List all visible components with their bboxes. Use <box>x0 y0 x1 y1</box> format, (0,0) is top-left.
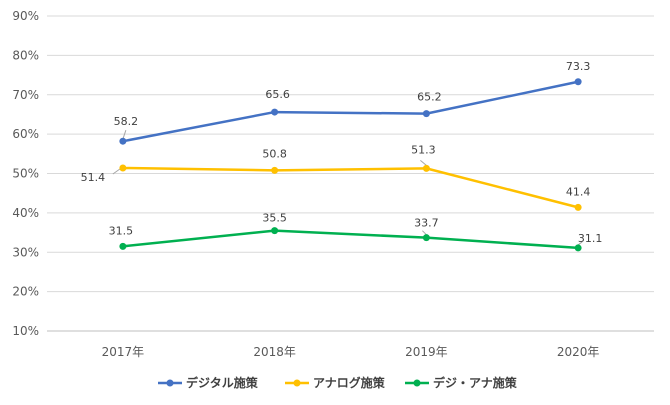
legend-label: アナログ施策 <box>313 375 386 390</box>
data-label: 65.6 <box>265 88 290 101</box>
legend-label: デジタル施策 <box>186 375 259 390</box>
legend-item: デジタル施策 <box>158 375 259 390</box>
label-leader-line <box>420 159 427 166</box>
label-leader-line <box>422 230 427 236</box>
legend-marker <box>293 379 301 387</box>
y-tick-label: 40% <box>12 206 39 220</box>
data-label: 73.3 <box>566 60 591 73</box>
data-point <box>422 164 430 172</box>
data-label: 51.4 <box>81 171 106 184</box>
legend-item: デジ・アナ施策 <box>405 375 518 390</box>
x-tick-label: 2017年 <box>102 345 145 359</box>
x-axis-ticks: 2017年 2018年 2019年 2020年 <box>102 345 600 359</box>
data-point <box>422 110 430 118</box>
data-point <box>271 227 279 235</box>
data-point <box>119 242 127 250</box>
y-tick-label: 70% <box>12 88 39 102</box>
y-tick-label: 60% <box>12 127 39 141</box>
data-label: 50.8 <box>262 147 287 160</box>
data-label: 41.4 <box>566 185 591 198</box>
y-tick-label: 10% <box>12 324 39 338</box>
legend-label: デジ・アナ施策 <box>433 375 518 390</box>
legend-marker <box>413 379 421 387</box>
y-tick-label: 80% <box>12 48 39 62</box>
series-1: 58.2 65.6 65.2 73.3 <box>114 60 591 145</box>
data-label: 51.3 <box>411 143 436 156</box>
data-point <box>271 166 279 174</box>
data-label: 33.7 <box>414 217 439 230</box>
data-label: 35.5 <box>262 212 287 225</box>
data-point <box>119 164 127 172</box>
label-leader-line <box>577 241 583 246</box>
y-tick-label: 20% <box>12 285 39 299</box>
data-point <box>422 234 430 242</box>
y-tick-label: 90% <box>12 9 39 23</box>
series-2: 51.4 50.8 51.3 41.4 <box>81 143 591 211</box>
data-point <box>119 137 127 145</box>
x-tick-label: 2018年 <box>253 345 296 359</box>
y-axis-ticks: 10% 20% 30% 40% 50% 60% 70% 80% 90% <box>12 9 39 338</box>
data-point <box>574 78 582 86</box>
data-label: 58.2 <box>114 115 139 128</box>
data-label: 31.1 <box>578 232 603 245</box>
label-leader-line <box>122 130 127 140</box>
legend: デジタル施策 アナログ施策 デジ・アナ施策 <box>158 375 518 390</box>
series-line <box>122 229 579 250</box>
series-3: 31.5 35.5 33.7 31.1 <box>109 212 603 252</box>
data-point <box>574 244 582 252</box>
data-point <box>574 203 582 211</box>
data-point <box>271 108 279 116</box>
data-label: 31.5 <box>109 224 134 237</box>
y-tick-label: 30% <box>12 245 39 259</box>
series-group: 58.2 65.6 65.2 73.3 51.4 50.8 51.3 41.4 31.5 35.5… <box>81 60 603 252</box>
series-line <box>122 166 579 209</box>
y-tick-label: 50% <box>12 167 39 181</box>
gridlines <box>47 15 654 332</box>
series-line <box>122 80 579 143</box>
legend-item: アナログ施策 <box>285 375 386 390</box>
label-leader-line <box>112 168 121 175</box>
x-tick-label: 2019年 <box>405 345 448 359</box>
legend-marker <box>166 379 174 387</box>
data-label: 65.2 <box>417 91 442 104</box>
x-tick-label: 2020年 <box>557 345 600 359</box>
